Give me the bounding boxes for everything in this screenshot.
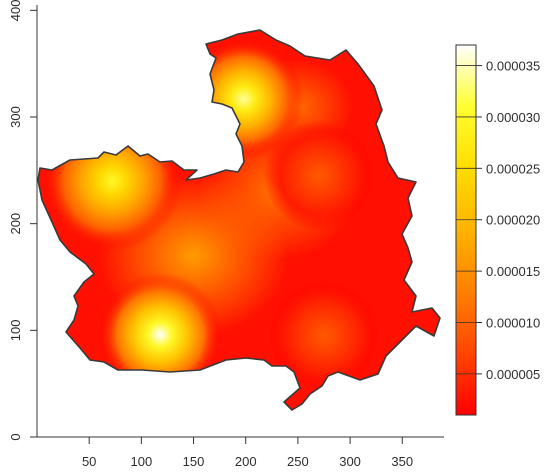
legend-tick-label: 0.000030 bbox=[486, 110, 540, 125]
density-hotspot bbox=[269, 281, 379, 391]
legend-tick-label: 0.000020 bbox=[486, 213, 540, 228]
x-axis-ticks: 50 100 150 200 250 300 350 bbox=[82, 437, 413, 469]
density-hotspot bbox=[42, 111, 182, 251]
y-tick-label: 100 bbox=[8, 319, 23, 341]
legend-color-bar bbox=[456, 45, 476, 415]
legend-tick-label: 0.000035 bbox=[486, 59, 540, 74]
x-tick-label: 350 bbox=[391, 454, 413, 469]
y-tick-label: 400 bbox=[8, 0, 23, 21]
legend-tick-label: 0.000025 bbox=[486, 161, 540, 176]
legend-tick-label: 0.000015 bbox=[486, 264, 540, 279]
density-hotspot bbox=[264, 121, 374, 231]
legend-tick-label: 0.000010 bbox=[486, 316, 540, 331]
x-tick-label: 150 bbox=[183, 454, 205, 469]
x-tick-label: 250 bbox=[287, 454, 309, 469]
y-tick-label: 0 bbox=[8, 433, 23, 440]
x-tick-label: 100 bbox=[131, 454, 153, 469]
x-tick-label: 300 bbox=[339, 454, 361, 469]
x-tick-label: 200 bbox=[235, 454, 257, 469]
density-hotspot bbox=[98, 273, 222, 397]
legend-tick-label: 0.000005 bbox=[486, 367, 540, 382]
x-tick-label: 50 bbox=[82, 454, 96, 469]
color-legend: 0.000005 0.000010 0.000015 0.000020 0.000025… bbox=[456, 45, 540, 415]
y-tick-label: 200 bbox=[8, 213, 23, 235]
y-tick-label: 300 bbox=[8, 106, 23, 128]
y-axis-ticks: 0 100 200 300 400 bbox=[8, 0, 37, 441]
region-density bbox=[0, 0, 460, 475]
